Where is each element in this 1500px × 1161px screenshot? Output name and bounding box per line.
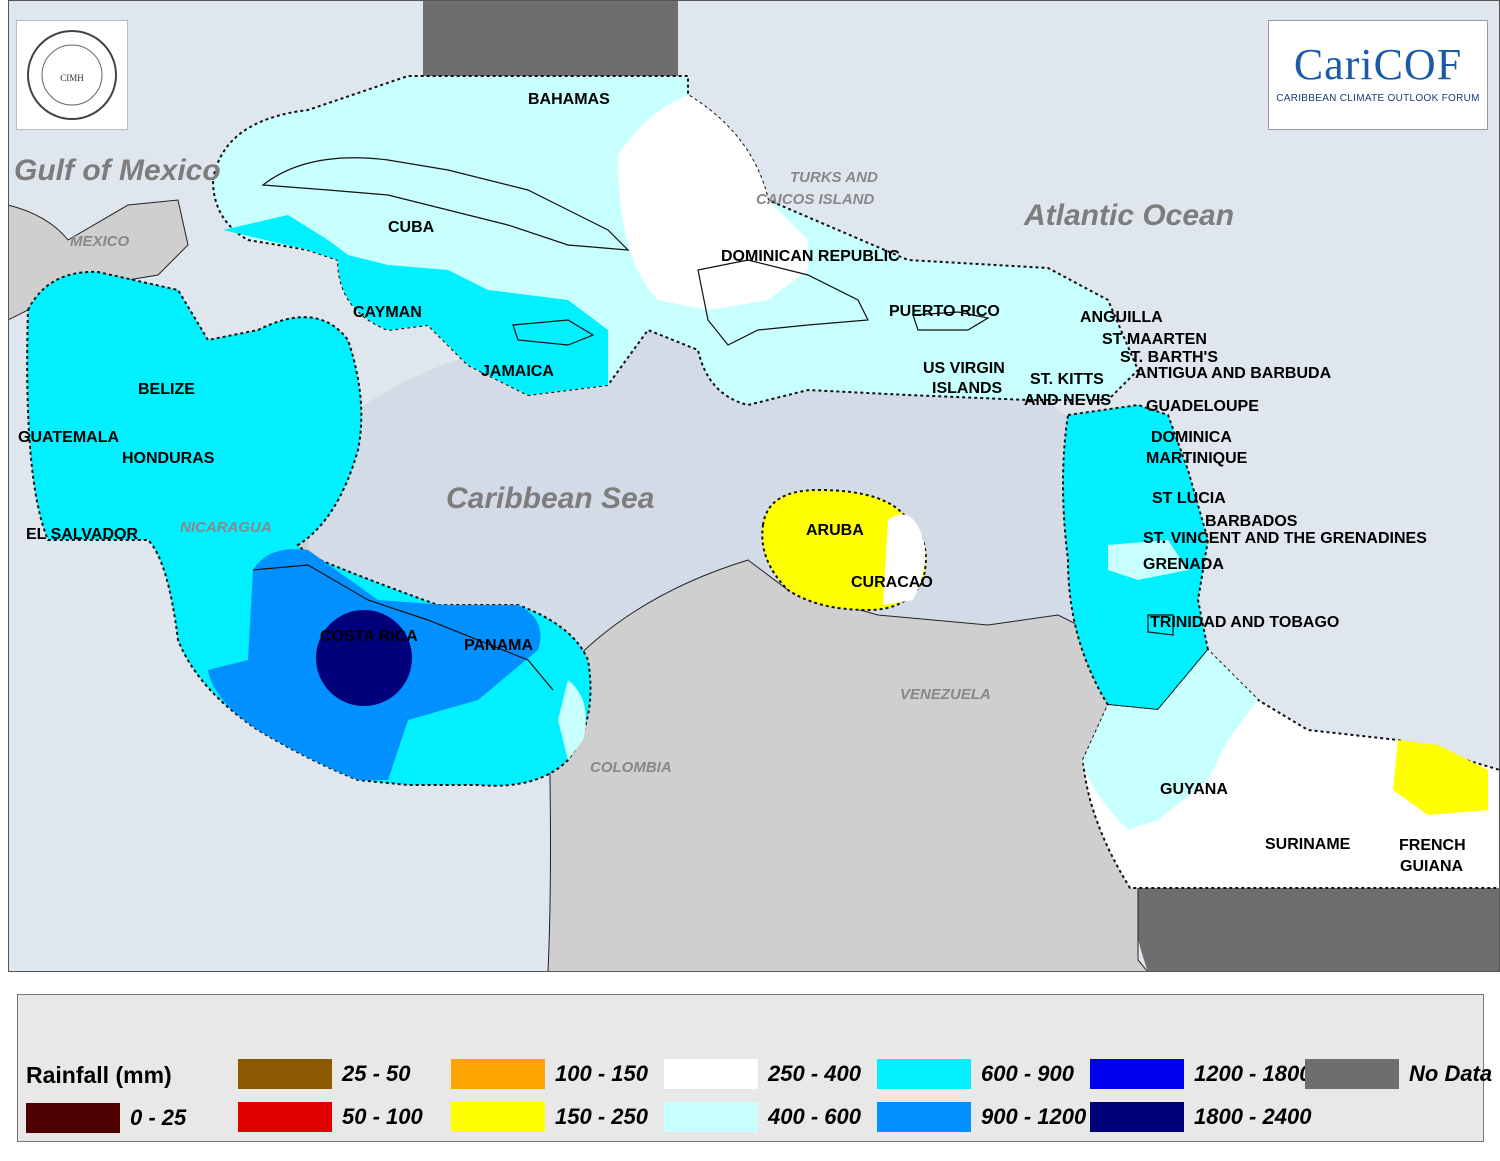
legend-label: 50 - 100: [342, 1104, 423, 1129]
legend-swatch: [238, 1102, 332, 1132]
zone-guyana-light: [1083, 650, 1258, 830]
label-venezuela: VENEZUELA: [900, 686, 991, 703]
zone-grenada-light: [1108, 540, 1188, 580]
legend-label: 150 - 250: [555, 1104, 648, 1129]
label-jamaica: JAMAICA: [481, 363, 554, 380]
label-grenada: GRENADA: [1143, 556, 1224, 573]
label-gulf-of-mexico: Gulf of Mexico: [14, 154, 221, 187]
label-suriname: SURINAME: [1265, 836, 1351, 853]
cimh-logo: CIMH: [16, 20, 128, 130]
legend-label: 1800 - 2400: [1194, 1104, 1312, 1129]
legend-title: Rainfall (mm): [26, 1062, 172, 1088]
label-colombia: COLOMBIA: [590, 759, 672, 776]
zone-costa-rica-dark: [316, 610, 412, 706]
legend: Rainfall (mm) 0 - 25 25 - 50 50 - 100 10…: [17, 994, 1492, 1142]
outline-isthmus: [252, 564, 554, 691]
label-bahamas: BAHAMAS: [528, 91, 610, 108]
label-st-barths: ST. BARTH'S: [1120, 349, 1218, 366]
label-panama: PANAMA: [464, 637, 533, 654]
legend-swatch: [664, 1102, 758, 1132]
outline-jamaica: [512, 319, 595, 346]
map-canvas: Gulf of Mexico Atlantic Ocean Caribbean …: [8, 0, 1500, 972]
zone-curacao-white: [883, 514, 926, 605]
legend-swatch: [1090, 1059, 1184, 1089]
label-honduras: HONDURAS: [122, 450, 215, 467]
outline-cuba: [261, 157, 630, 251]
legend-label: No Data: [1409, 1061, 1493, 1086]
label-curacao: CURACAO: [851, 574, 933, 591]
outline-puerto-rico: [912, 311, 990, 331]
legend-swatch: [451, 1102, 545, 1132]
nodata-florida: [423, 0, 678, 76]
label-guyana: GUYANA: [1160, 781, 1228, 798]
label-costa-rica: COSTA RICA: [320, 628, 418, 645]
label-st-lucia: ST LUCIA: [1152, 490, 1226, 507]
legend-swatch: [238, 1059, 332, 1089]
legend-label: 0 - 25: [130, 1105, 187, 1130]
legend-label: 25 - 50: [342, 1061, 411, 1086]
label-cayman: CAYMAN: [353, 304, 422, 321]
legend-swatch: [1305, 1059, 1399, 1089]
label-belize: BELIZE: [138, 381, 195, 398]
label-turks-2: CAICOS ISLAND: [756, 191, 875, 208]
label-us-virgin: US VIRGIN: [923, 360, 1005, 377]
label-st-kitts: ST. KITTS: [1030, 371, 1104, 388]
legend-label: 1200 - 1800: [1194, 1061, 1312, 1086]
legend-swatch: [664, 1059, 758, 1089]
label-anguilla: ANGUILLA: [1080, 309, 1163, 326]
label-guadeloupe: GUADELOUPE: [1146, 398, 1259, 415]
outline-hispaniola: [697, 259, 869, 346]
legend-swatch: [877, 1059, 971, 1089]
label-turks-1: TURKS AND: [790, 169, 878, 186]
label-us-virgin-2: ISLANDS: [932, 380, 1003, 397]
legend-swatch: [451, 1059, 545, 1089]
legend-label: 250 - 400: [768, 1061, 861, 1086]
label-st-vincent: ST. VINCENT AND THE GRENADINES: [1143, 530, 1427, 547]
legend-swatch: [26, 1103, 120, 1133]
cimh-text: CIMH: [60, 73, 84, 83]
label-martinique: MARTINIQUE: [1146, 450, 1248, 467]
caricof-name: CariCOF: [1293, 40, 1463, 89]
legend-swatch: [877, 1102, 971, 1132]
label-atlantic-ocean: Atlantic Ocean: [1023, 199, 1234, 232]
label-nicaragua: NICARAGUA: [180, 519, 272, 536]
outline-trinidad: [1147, 614, 1174, 636]
label-caribbean-sea: Caribbean Sea: [446, 482, 654, 515]
zone-french-guiana-yellow: [1393, 740, 1488, 815]
legend-label: 900 - 1200: [981, 1104, 1087, 1129]
legend-label: 100 - 150: [555, 1061, 648, 1086]
label-trinidad: TRINIDAD AND TOBAGO: [1150, 614, 1339, 631]
caricof-logo: CariCOF CARIBBEAN CLIMATE OUTLOOK FORUM: [1268, 20, 1488, 130]
label-el-salvador: EL SALVADOR: [26, 526, 138, 543]
legend-label: 600 - 900: [981, 1061, 1074, 1086]
zone-colombia-edge: [558, 680, 586, 760]
label-cuba: CUBA: [388, 219, 435, 236]
label-guatemala: GUATEMALA: [18, 429, 119, 446]
label-dominican-republic: DOMINICAN REPUBLIC: [721, 248, 900, 265]
rainfall-map: Gulf of Mexico Atlantic Ocean Caribbean …: [8, 0, 1500, 972]
label-st-kitts-2: AND NEVIS: [1024, 392, 1111, 409]
label-st-maarten: ST MAARTEN: [1102, 331, 1207, 348]
label-french-guiana: FRENCH: [1399, 837, 1466, 854]
legend-label: 400 - 600: [768, 1104, 861, 1129]
zone-hispaniola-white: [618, 95, 808, 310]
label-dominica: DOMINICA: [1151, 429, 1232, 446]
label-aruba: ARUBA: [806, 522, 864, 539]
label-mexico: MEXICO: [70, 233, 130, 250]
label-barbados: BARBADOS: [1205, 513, 1298, 530]
label-antigua: ANTIGUA AND BARBUDA: [1135, 365, 1332, 382]
label-puerto-rico: PUERTO RICO: [889, 303, 1000, 320]
zone-jamaica-cayman: [223, 215, 608, 395]
cimh-emblem: CIMH: [27, 30, 117, 120]
nodata-south: [1130, 888, 1500, 972]
label-french-guiana-2: GUIANA: [1400, 858, 1464, 875]
caricof-subtitle: CARIBBEAN CLIMATE OUTLOOK FORUM: [1276, 93, 1480, 104]
legend-swatch: [1090, 1102, 1184, 1132]
